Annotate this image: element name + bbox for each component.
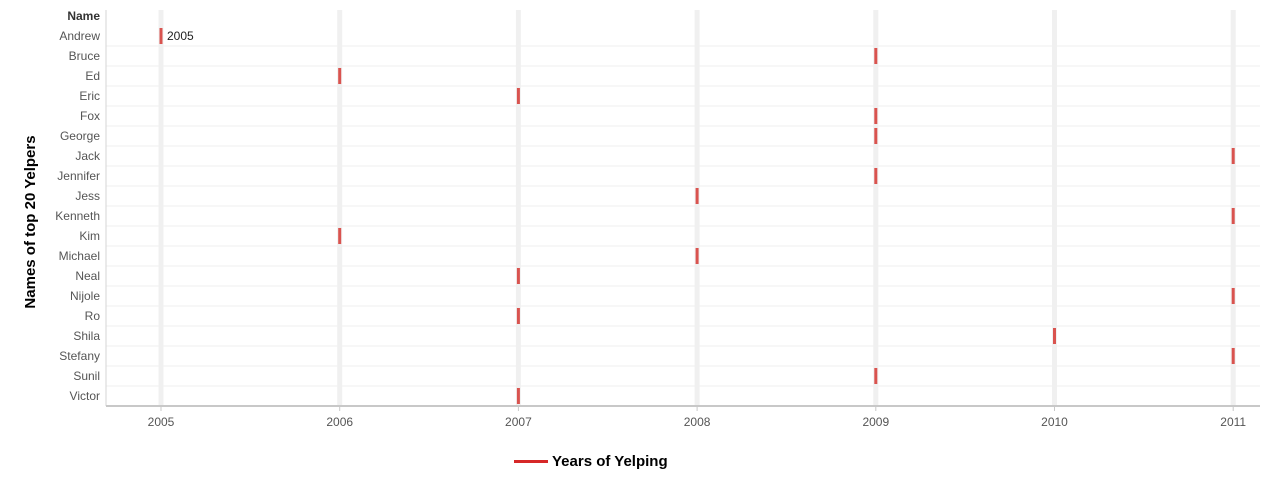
row-labels: Andrew Bruce Ed Eric Fox George Jack Jennifer Je…: [55, 29, 101, 403]
x-tick-label: 2005: [148, 415, 175, 429]
row-label: Nijole: [70, 289, 100, 303]
data-mark: [695, 248, 699, 264]
data-mark: [874, 128, 878, 144]
data-mark: [1231, 348, 1235, 364]
row-label: Ed: [85, 69, 100, 83]
row-label: Victor: [70, 389, 100, 403]
data-mark: [1231, 208, 1235, 224]
data-mark: [516, 388, 520, 404]
data-mark: [874, 168, 878, 184]
data-mark: [516, 308, 520, 324]
row-label: Sunil: [73, 369, 100, 383]
data-mark: [874, 48, 878, 64]
x-tick-label: 2007: [505, 415, 532, 429]
legend-swatch: [514, 459, 548, 463]
legend-label: Years of Yelping: [552, 452, 668, 470]
x-tick-label: 2009: [862, 415, 889, 429]
data-mark: [1053, 328, 1056, 344]
row-label: Jack: [75, 149, 101, 163]
row-label: Michael: [59, 249, 100, 263]
legend: Years of Yelping: [514, 451, 668, 471]
row-label: Neal: [75, 269, 100, 283]
row-header: Name: [67, 9, 100, 23]
x-axis: 2005 2006 2007 2008 2009 2010 2011: [105, 10, 1260, 429]
data-mark: [338, 68, 342, 84]
x-tick-label: 2008: [684, 415, 711, 429]
data-mark: [874, 108, 878, 124]
row-label: Andrew: [59, 29, 100, 43]
row-label: Shila: [73, 329, 100, 343]
row-label: Bruce: [69, 49, 101, 63]
row-label: Jess: [75, 189, 100, 203]
row-label: Kenneth: [55, 209, 100, 223]
data-mark: [1231, 288, 1235, 304]
x-tick-label: 2006: [326, 415, 353, 429]
row-label: George: [60, 129, 100, 143]
row-label: Jennifer: [57, 169, 100, 183]
x-tick-label: 2011: [1220, 415, 1246, 429]
row-label: Kim: [79, 229, 100, 243]
data-mark: [695, 188, 699, 204]
data-marks: 2005: [159, 28, 1235, 404]
data-mark: [159, 28, 163, 44]
data-mark: [1231, 148, 1235, 164]
data-label: 2005: [167, 29, 194, 43]
data-mark: [338, 228, 342, 244]
x-tick-label: 2010: [1041, 415, 1068, 429]
grid-layer: [106, 10, 1260, 406]
row-label: Fox: [80, 109, 100, 123]
data-mark: [516, 88, 520, 104]
row-label: Stefany: [59, 349, 100, 363]
data-mark: [516, 268, 520, 284]
row-label: Eric: [79, 89, 100, 103]
y-axis-title: Names of top 20 Yelpers: [22, 135, 39, 308]
row-label: Ro: [85, 309, 101, 323]
data-mark: [874, 368, 878, 384]
